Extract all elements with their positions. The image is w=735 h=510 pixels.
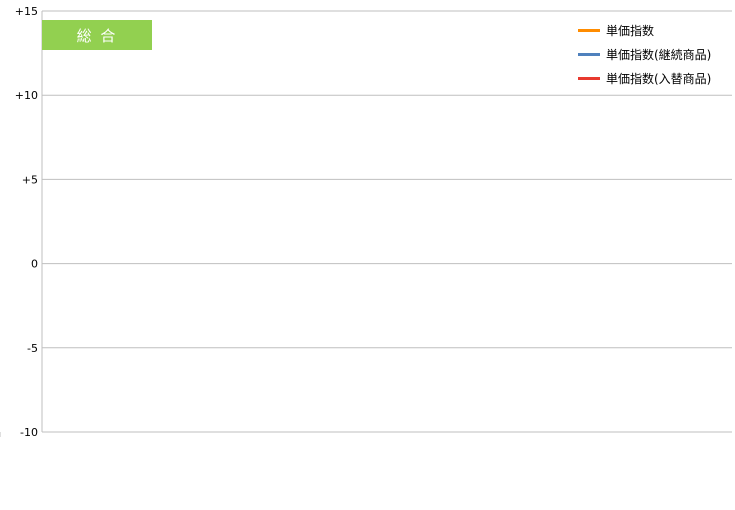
y-axis-ticks: +15 +10 +5 0 -5 -10 [15,5,38,439]
y-tick-label: 0 [31,258,38,271]
legend-label: 単価指数 [606,23,655,38]
y-tick-label: +5 [22,173,38,186]
legend: 単価指数 単価指数(継続商品) 単価指数(入替商品) [578,18,728,90]
y-tick-label: -10 [20,426,38,439]
y-tick-label: +15 [15,5,38,18]
legend-label: 単価指数(継続商品) [606,47,712,62]
legend-item: 単価指数(継続商品) [578,42,728,66]
legend-swatch [578,52,600,56]
legend-item: 単価指数 [578,18,728,42]
legend-swatch [578,76,600,80]
y-tick-label: +10 [15,89,38,102]
legend-swatch [578,28,600,32]
y-tick-label: -5 [27,342,38,355]
chart-title: 総 合 [42,20,152,50]
gridlines [41,10,732,433]
legend-label: 単価指数(入替商品) [606,71,712,86]
legend-item: 単価指数(入替商品) [578,66,728,90]
